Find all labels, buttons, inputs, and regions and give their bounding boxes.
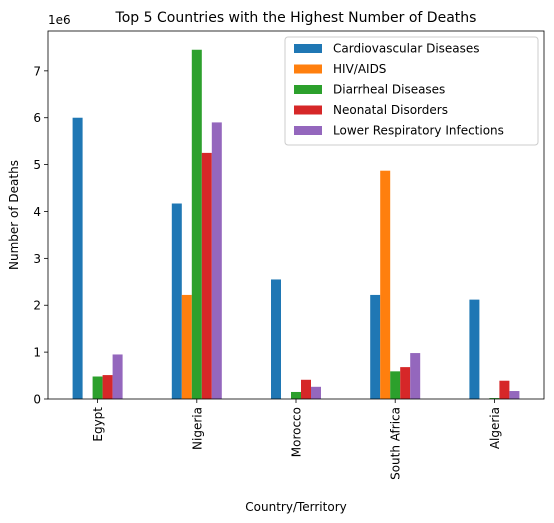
x-tick-label: Nigeria: [190, 407, 204, 450]
bar-diarrheal-diseases-morocco: [291, 391, 301, 399]
bar-cardiovascular-diseases-algeria: [469, 299, 480, 399]
bar-cardiovascular-diseases-nigeria: [171, 203, 182, 399]
x-tick-label: Morocco: [290, 407, 304, 457]
legend: Cardiovascular Diseases HIV/AIDS Diarrheal…: [284, 36, 539, 146]
bar-hiv-aids-nigeria: [181, 294, 192, 399]
bar-neonatal-disorders-algeria: [499, 380, 510, 399]
bar-neonatal-disorders-morocco: [301, 379, 311, 399]
bar-neonatal-disorders-egypt: [102, 375, 113, 399]
legend-box: [284, 36, 539, 146]
legend-label: Cardiovascular Diseases: [333, 42, 480, 56]
chart-title: Top 5 Countries with the Highest Number …: [115, 10, 477, 26]
x-tick-label: Algeria: [488, 407, 502, 449]
y-axis: 0 1 2 3 4 5 6 7: [33, 64, 48, 407]
bar-lower-respiratory-infections-south-africa: [410, 353, 421, 399]
bar-diarrheal-diseases-south-africa: [390, 371, 401, 399]
legend-swatch: [294, 85, 322, 94]
bar-neonatal-disorders-nigeria: [201, 152, 212, 399]
legend-swatch: [294, 44, 322, 53]
legend-swatch: [294, 64, 322, 74]
y-tick-label: 7: [33, 64, 41, 78]
bar-cardiovascular-diseases-south-africa: [370, 294, 381, 399]
y-tick-label: 1: [33, 346, 41, 360]
bars-group: [72, 49, 520, 399]
legend-label: HIV/AIDS: [333, 62, 386, 76]
y-tick-label: 5: [33, 158, 41, 172]
bar-lower-respiratory-infections-morocco: [311, 386, 321, 399]
y-axis-label: Number of Deaths: [7, 160, 21, 270]
bar-diarrheal-diseases-nigeria: [191, 49, 202, 399]
x-tick-label: South Africa: [389, 407, 403, 480]
bar-hiv-aids-south-africa: [380, 170, 391, 399]
y-tick-label: 4: [33, 205, 41, 219]
y-tick-label: 0: [33, 393, 41, 407]
bar-lower-respiratory-infections-egypt: [112, 354, 123, 399]
bar-lower-respiratory-infections-algeria: [509, 391, 520, 399]
y-tick-label: 2: [33, 299, 41, 313]
x-axis: Egypt Nigeria Morocco South Africa Algeria: [91, 399, 502, 480]
legend-swatch: [294, 105, 322, 115]
y-axis-multiplier: 1e6: [48, 13, 71, 27]
bar-cardiovascular-diseases-egypt: [72, 117, 83, 399]
y-tick-label: 3: [33, 252, 41, 266]
legend-swatch: [294, 126, 322, 135]
x-tick-label: Egypt: [91, 407, 105, 442]
bar-neonatal-disorders-south-africa: [400, 367, 411, 399]
x-axis-label: Country/Territory: [245, 500, 346, 514]
bar-lower-respiratory-infections-nigeria: [211, 122, 222, 399]
legend-label: Neonatal Disorders: [333, 103, 448, 117]
bar-diarrheal-diseases-algeria: [489, 398, 500, 399]
bar-cardiovascular-diseases-morocco: [271, 279, 281, 399]
legend-label: Diarrheal Diseases: [333, 83, 445, 97]
y-tick-label: 6: [33, 111, 41, 125]
bar-diarrheal-diseases-egypt: [92, 376, 103, 399]
legend-label: Lower Respiratory Infections: [333, 124, 504, 138]
